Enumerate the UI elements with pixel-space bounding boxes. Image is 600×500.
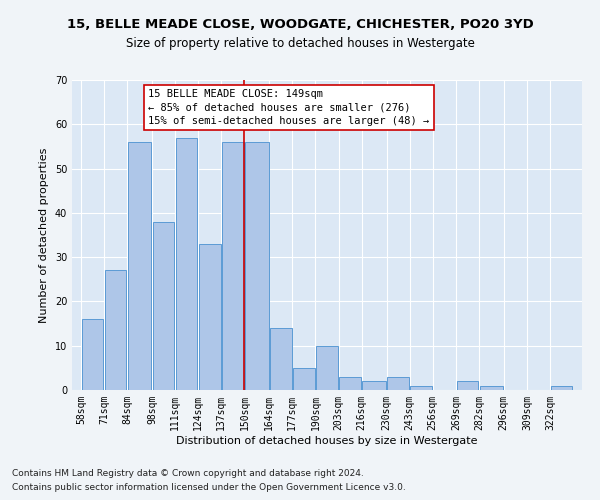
Bar <box>128 142 151 390</box>
Bar <box>316 346 338 390</box>
Bar <box>479 386 503 390</box>
Bar <box>176 138 197 390</box>
Text: Size of property relative to detached houses in Westergate: Size of property relative to detached ho… <box>125 38 475 51</box>
Bar <box>245 142 269 390</box>
Y-axis label: Number of detached properties: Number of detached properties <box>39 148 49 322</box>
Bar <box>152 222 175 390</box>
Text: 15, BELLE MEADE CLOSE, WOODGATE, CHICHESTER, PO20 3YD: 15, BELLE MEADE CLOSE, WOODGATE, CHICHES… <box>67 18 533 30</box>
Bar <box>199 244 221 390</box>
Bar <box>339 376 361 390</box>
X-axis label: Distribution of detached houses by size in Westergate: Distribution of detached houses by size … <box>176 436 478 446</box>
Bar <box>410 386 432 390</box>
Text: Contains HM Land Registry data © Crown copyright and database right 2024.: Contains HM Land Registry data © Crown c… <box>12 468 364 477</box>
Text: Contains public sector information licensed under the Open Government Licence v3: Contains public sector information licen… <box>12 484 406 492</box>
Bar <box>551 386 572 390</box>
Bar <box>104 270 127 390</box>
Bar <box>457 381 478 390</box>
Bar <box>387 376 409 390</box>
Bar <box>362 381 386 390</box>
Bar <box>222 142 244 390</box>
Bar <box>270 328 292 390</box>
Bar <box>293 368 315 390</box>
Text: 15 BELLE MEADE CLOSE: 149sqm
← 85% of detached houses are smaller (276)
15% of s: 15 BELLE MEADE CLOSE: 149sqm ← 85% of de… <box>149 90 430 126</box>
Bar <box>82 319 103 390</box>
